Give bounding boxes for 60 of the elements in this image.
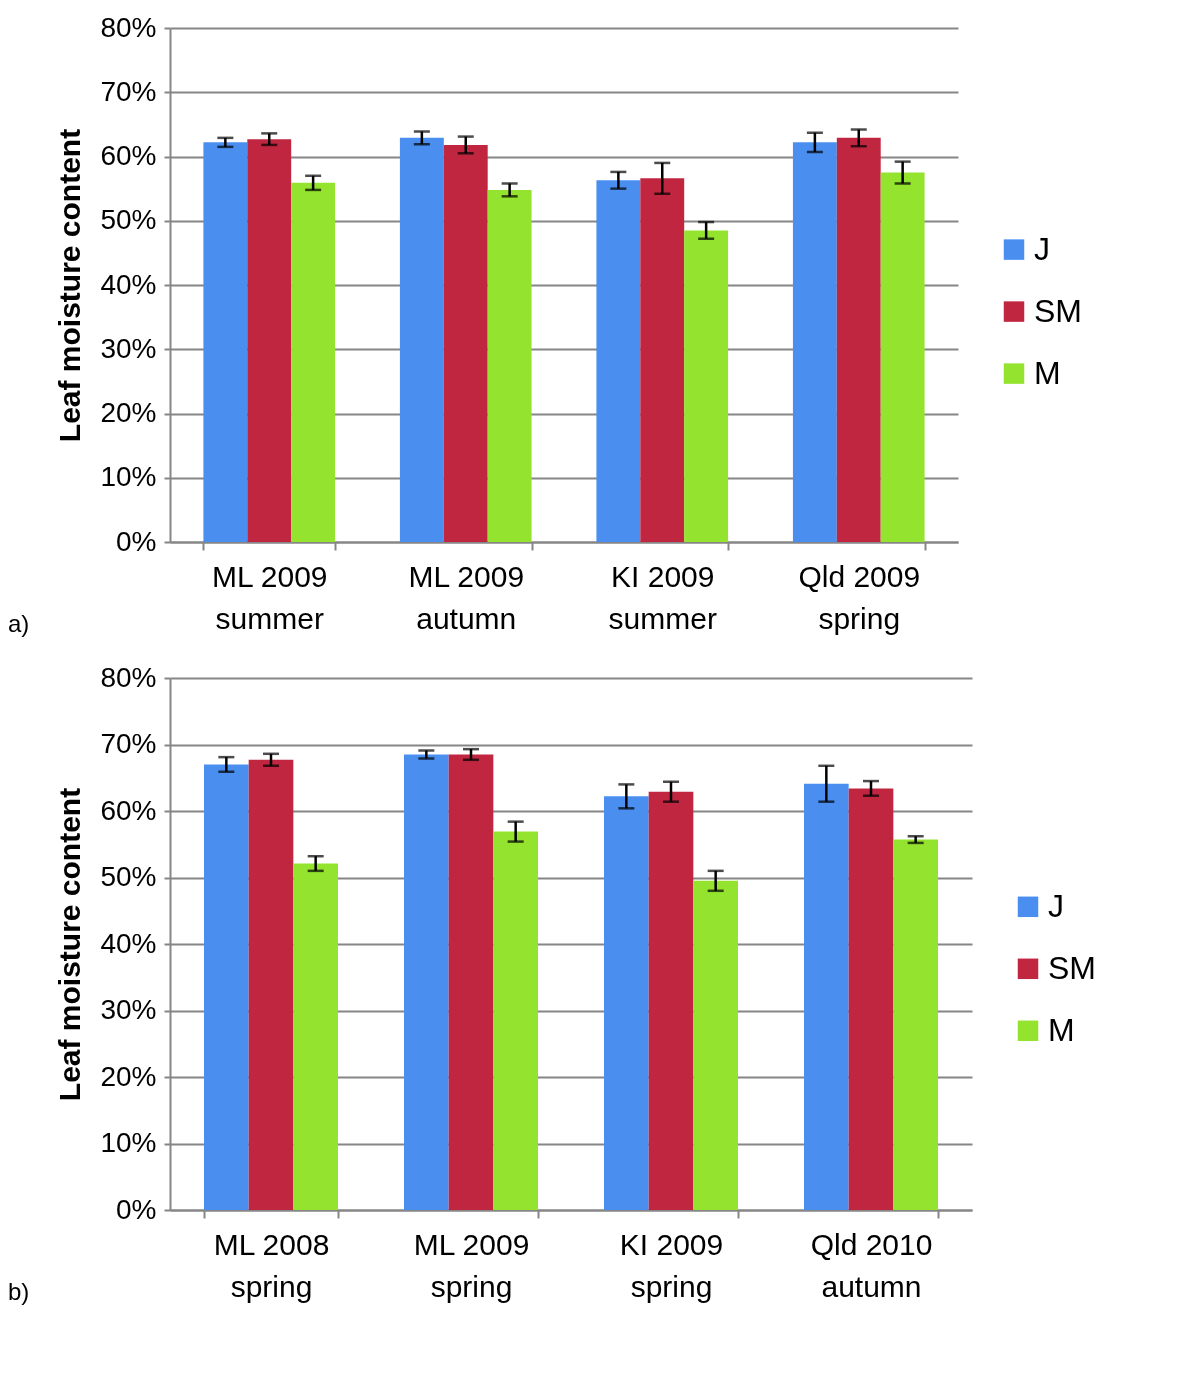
y-tick-label: 0% <box>116 1193 157 1225</box>
x-tick-label: Qld 2009 spring <box>798 559 921 635</box>
bar <box>648 791 694 1210</box>
legend-label: J <box>1034 230 1050 267</box>
bar <box>836 137 881 542</box>
legend-label: SM <box>1048 949 1096 986</box>
bar <box>204 764 249 1210</box>
bar <box>399 137 444 542</box>
bar <box>596 180 641 542</box>
x-tick-label: ML 2009 spring <box>413 1227 530 1303</box>
y-tick-label: 80% <box>100 11 157 43</box>
x-tick-label: ML 2008 spring <box>213 1227 330 1303</box>
bar <box>443 144 488 542</box>
legend-label: SM <box>1034 292 1082 329</box>
bar <box>804 783 849 1210</box>
bar <box>487 189 532 542</box>
y-tick-label: 70% <box>100 75 157 107</box>
y-tick-label: 20% <box>100 1060 157 1092</box>
bar <box>848 788 894 1210</box>
y-tick-label: 20% <box>100 397 157 428</box>
bar <box>404 754 449 1210</box>
y-axis-title: Leaf moisture content <box>53 787 87 1102</box>
y-tick-label: 60% <box>100 140 157 171</box>
legend-label: J <box>1048 887 1064 924</box>
bar <box>448 754 494 1210</box>
bar <box>493 831 538 1210</box>
x-tick-label: KI 2009 summer <box>608 559 717 635</box>
x-tick-label: Qld 2010 autumn <box>810 1227 933 1303</box>
y-tick-label: 50% <box>100 204 157 236</box>
bar <box>293 863 338 1210</box>
bar <box>604 796 649 1210</box>
bar <box>684 230 729 542</box>
x-tick-label: ML 2009 autumn <box>408 559 525 635</box>
bar <box>291 182 336 542</box>
y-tick-label: 10% <box>100 1127 157 1158</box>
x-tick-label: KI 2009 spring <box>619 1227 724 1303</box>
y-tick-label: 80% <box>100 661 157 693</box>
y-tick-label: 40% <box>100 268 157 300</box>
bar <box>203 142 248 542</box>
y-tick-label: 70% <box>100 728 157 759</box>
y-axis-title: Leaf moisture content <box>53 128 87 443</box>
bar <box>792 142 837 542</box>
bar <box>248 759 294 1210</box>
legend-label: M <box>1048 1011 1075 1048</box>
y-tick-label: 60% <box>100 794 157 826</box>
bar <box>640 178 685 542</box>
bar <box>247 139 292 542</box>
text: a) <box>8 610 30 638</box>
y-tick-label: 30% <box>100 332 157 364</box>
text: b) <box>8 1278 30 1306</box>
y-tick-label: 10% <box>100 461 157 493</box>
y-tick-label: 40% <box>100 927 157 959</box>
bar <box>893 839 938 1210</box>
bar <box>693 880 738 1210</box>
legend-label: M <box>1034 354 1061 391</box>
x-tick-label: ML 2009 summer <box>211 559 328 635</box>
y-tick-label: 0% <box>116 525 157 557</box>
y-tick-label: 30% <box>100 994 157 1025</box>
y-tick-label: 50% <box>100 861 157 892</box>
bar <box>880 172 925 542</box>
